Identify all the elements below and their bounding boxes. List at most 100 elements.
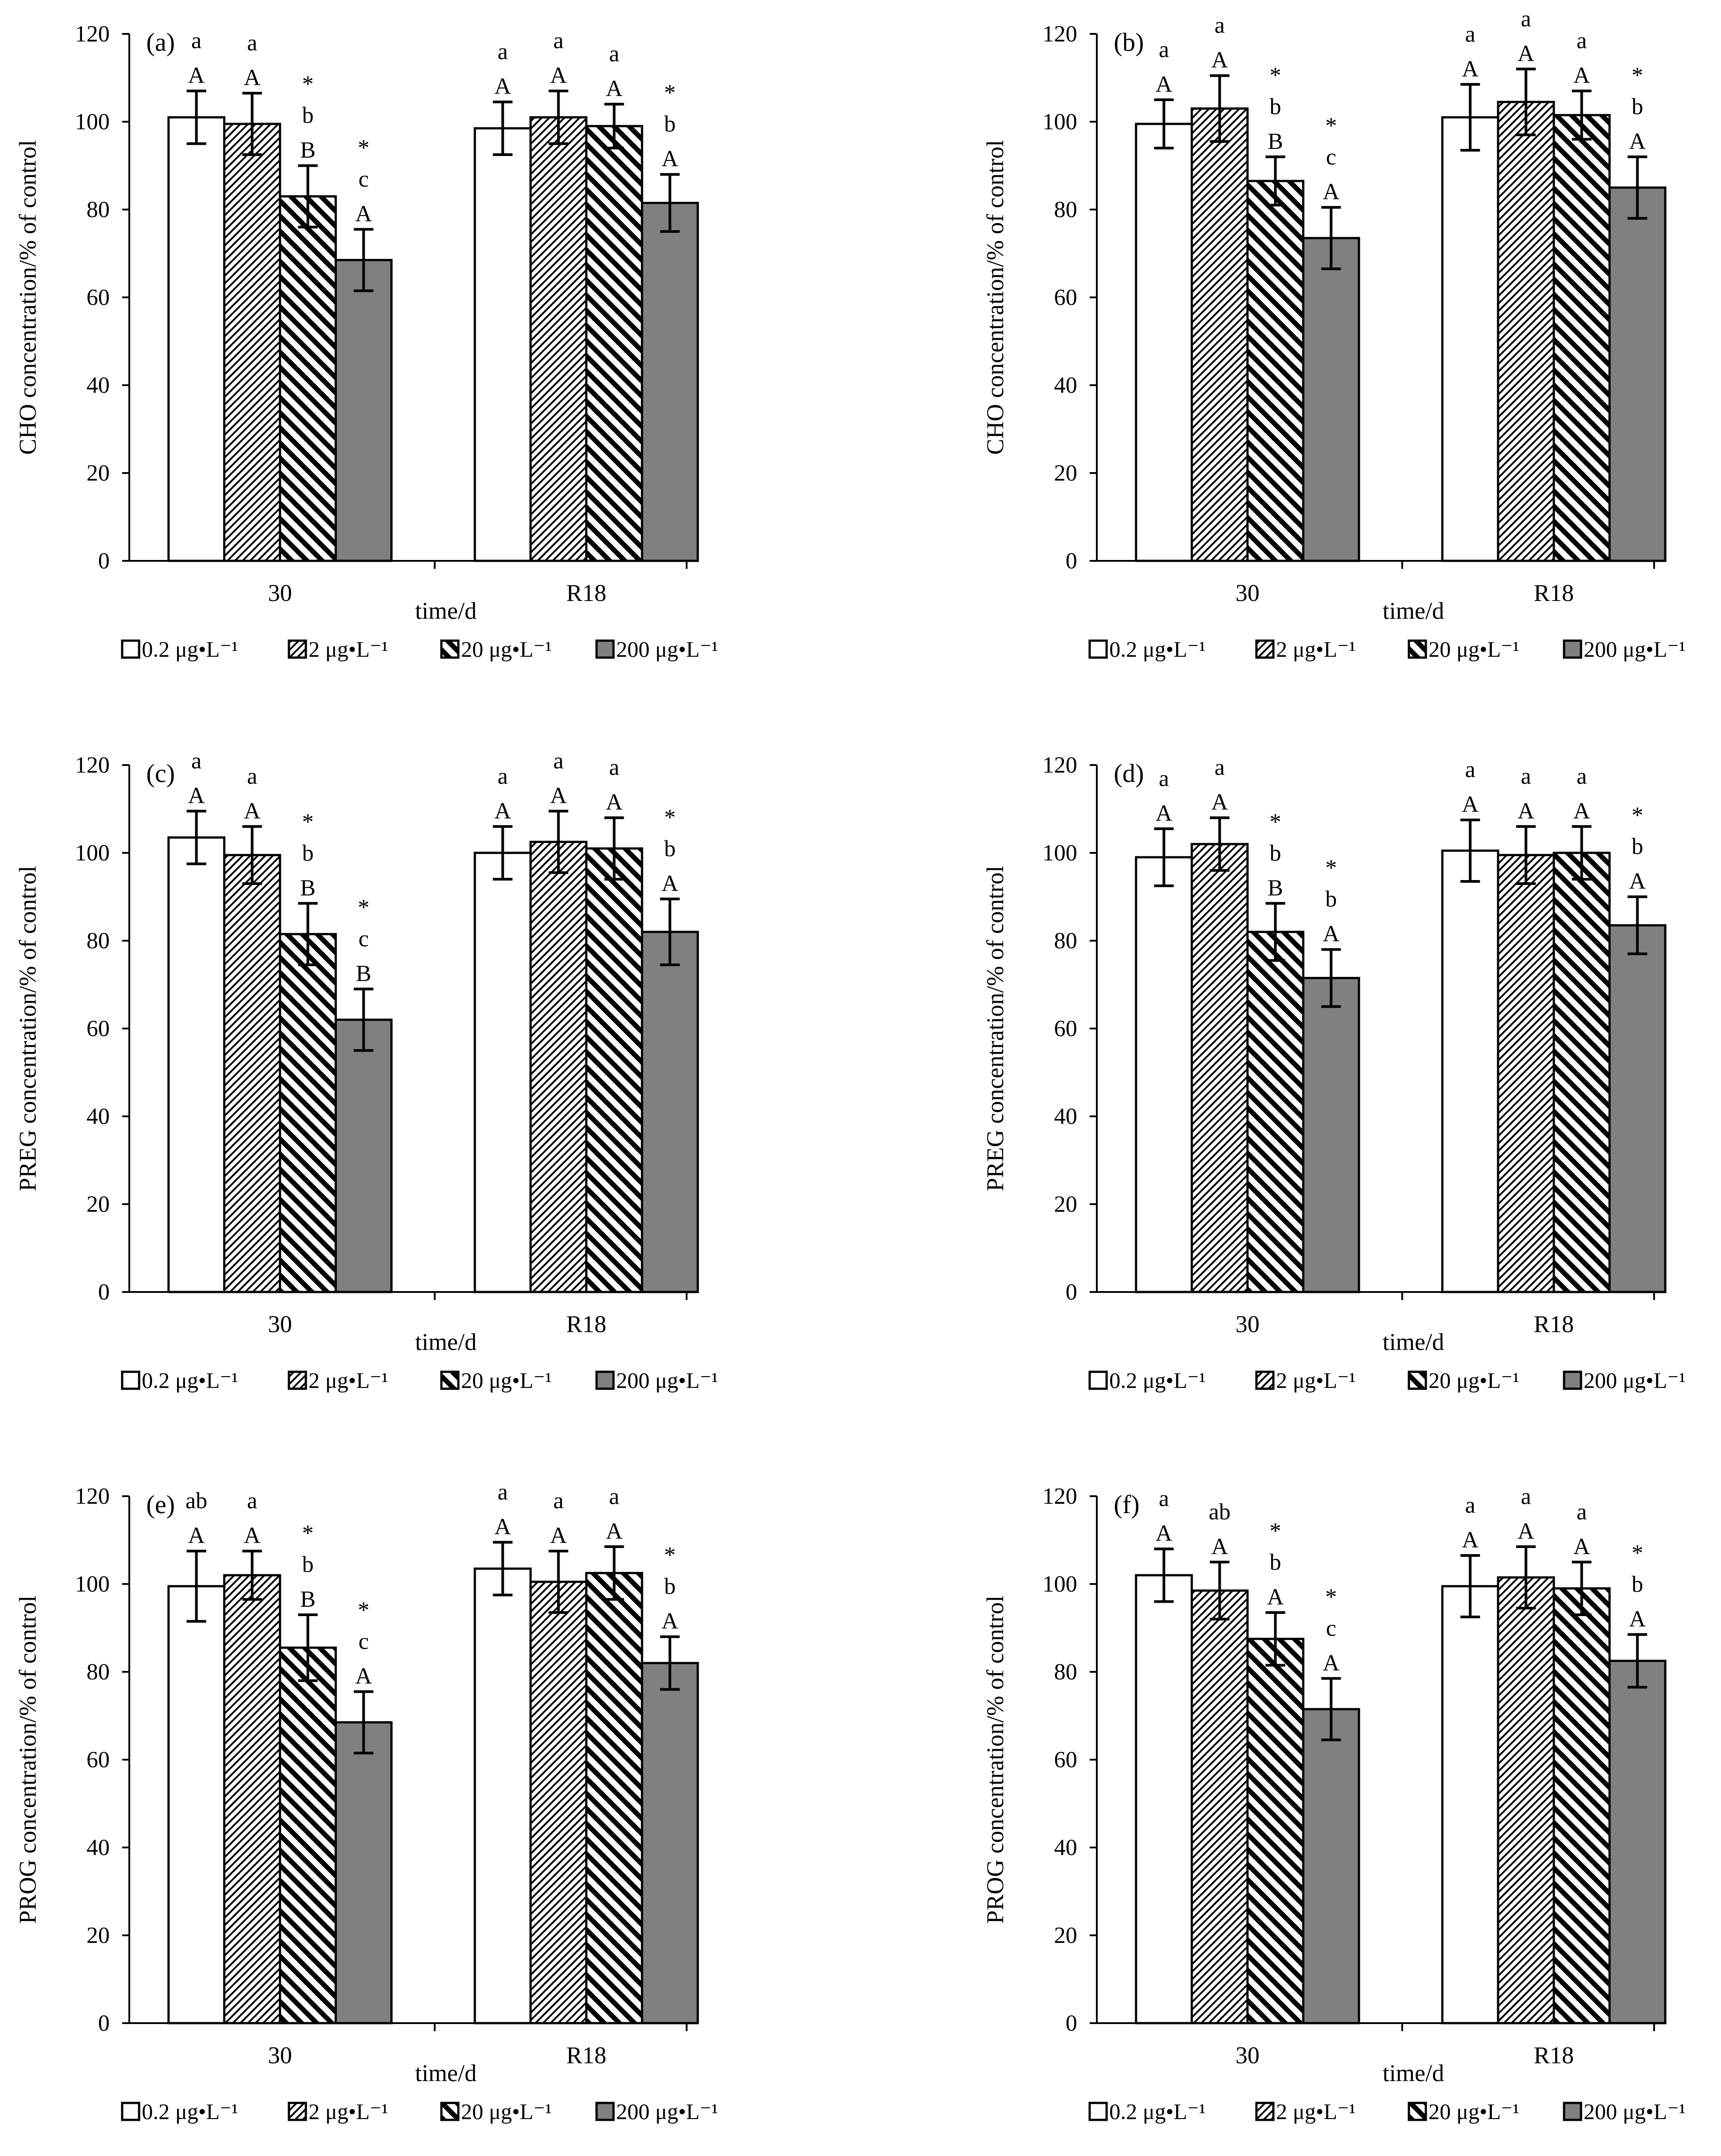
bar [334, 1018, 393, 1293]
x-category-label: 30 [268, 580, 292, 606]
chart-panel: 020406080100120AaAaBb*Ac*30AaAaAaAb*R18t… [14, 21, 718, 662]
legend-label: 20 μg•L⁻¹ [1429, 1368, 1519, 1393]
y-tick-label: 20 [1054, 1192, 1077, 1217]
bar [1441, 849, 1499, 1293]
bar [585, 847, 643, 1293]
bar [1302, 1708, 1360, 2024]
bar [529, 840, 588, 1293]
significance-label: a [1465, 21, 1475, 47]
bar [1441, 1585, 1499, 2024]
bar [1552, 852, 1611, 1293]
significance-label: A [1573, 798, 1590, 824]
significance-label: a [1215, 13, 1225, 38]
bar [167, 1585, 226, 2024]
significance-label: A [1518, 798, 1535, 824]
y-tick-label: 40 [1054, 1104, 1077, 1129]
bar [334, 259, 393, 562]
bar [279, 195, 337, 562]
significance-label: A [494, 798, 511, 824]
significance-label: A [355, 201, 372, 226]
y-tick-label: 100 [1042, 109, 1077, 135]
bar [473, 852, 532, 1293]
legend-swatch [1255, 639, 1275, 659]
y-tick-label: 0 [1066, 2011, 1077, 2036]
significance-label: a [609, 755, 619, 780]
significance-label: A [1323, 1650, 1340, 1676]
significance-label: a [247, 764, 257, 789]
x-category-label: R18 [1534, 1311, 1574, 1337]
significance-label: a [191, 748, 202, 774]
legend-swatch [1408, 1370, 1427, 1390]
significance-label: A [1573, 1534, 1590, 1559]
y-tick-label: 0 [98, 2011, 110, 2036]
significance-label: * [1632, 63, 1643, 88]
significance-label: A [188, 63, 205, 88]
legend-label: 2 μg•L⁻¹ [309, 1368, 388, 1393]
significance-label: a [1215, 755, 1225, 780]
legend-label: 2 μg•L⁻¹ [309, 637, 388, 662]
legend-label: 20 μg•L⁻¹ [1429, 2099, 1519, 2124]
legend-swatch [121, 1370, 140, 1390]
legend-swatch [1563, 639, 1582, 659]
significance-label: A [1629, 1606, 1646, 1632]
legend-label: 0.2 μg•L⁻¹ [142, 637, 238, 662]
significance-label: * [664, 80, 676, 106]
legend-swatch [1088, 639, 1108, 659]
y-axis-label: PREG concentration/% of control [14, 866, 41, 1191]
significance-label: b [1270, 1550, 1281, 1575]
bar [167, 836, 226, 1293]
significance-label: c [358, 166, 369, 192]
y-tick-label: 40 [1054, 1835, 1077, 1860]
significance-label: B [1268, 129, 1283, 154]
legend: 0.2 μg•L⁻¹ 2 μg•L⁻¹ 20 μg•L⁻¹ 200 μg•L⁻¹ [1088, 2099, 1686, 2124]
significance-label: a [1521, 6, 1531, 32]
legend-label: 200 μg•L⁻¹ [616, 2099, 718, 2124]
bar [641, 930, 699, 1293]
legend-swatch [121, 639, 140, 659]
bar [473, 1568, 532, 2024]
bar [1190, 1589, 1249, 2024]
significance-label: A [606, 1518, 623, 1544]
y-axis-label: CHO concentration/% of control [982, 140, 1009, 455]
y-tick-label: 100 [75, 1572, 110, 1597]
y-tick-label: 60 [86, 285, 110, 310]
significance-label: a [1465, 1493, 1475, 1518]
significance-label: A [1462, 56, 1479, 82]
x-axis-label: time/d [415, 2060, 477, 2086]
bar [334, 1721, 393, 2024]
legend-swatch [440, 639, 460, 659]
y-tick-label: 80 [86, 1659, 110, 1685]
chart-panel: 020406080100120AaAaBb*Bc*30AaAaAaAb*R18t… [14, 748, 718, 1393]
significance-label: * [1270, 1518, 1281, 1544]
bar [529, 1580, 588, 2024]
bar [473, 127, 532, 562]
legend-swatch [288, 639, 307, 659]
significance-label: b [664, 111, 676, 137]
bar [641, 1662, 699, 2024]
legend: 0.2 μg•L⁻¹ 2 μg•L⁻¹ 20 μg•L⁻¹ 200 μg•L⁻¹ [121, 637, 718, 662]
legend-swatch [288, 2102, 307, 2121]
significance-label: a [1577, 28, 1587, 53]
significance-label: A [1156, 72, 1173, 97]
x-category-label: R18 [1534, 580, 1574, 606]
y-tick-label: 60 [1054, 285, 1077, 310]
bar [1302, 237, 1360, 562]
x-category-label: 30 [1235, 580, 1260, 606]
legend-swatch [1088, 1370, 1108, 1390]
y-axis-label: PREG concentration/% of control [982, 866, 1009, 1191]
legend-swatch [1088, 2102, 1108, 2121]
y-tick-label: 0 [98, 548, 110, 574]
y-tick-label: 80 [1054, 197, 1077, 222]
significance-label: A [662, 1609, 679, 1634]
significance-label: a [553, 1488, 564, 1514]
y-tick-label: 40 [86, 373, 110, 398]
x-axis-label: time/d [1383, 2060, 1444, 2086]
y-tick-label: 40 [1054, 373, 1077, 398]
y-tick-label: 120 [75, 1484, 110, 1509]
bar [279, 933, 337, 1293]
y-tick-label: 60 [1054, 1747, 1077, 1773]
significance-label: a [1577, 1499, 1587, 1525]
significance-label: a [498, 764, 508, 789]
significance-label: b [302, 840, 314, 866]
